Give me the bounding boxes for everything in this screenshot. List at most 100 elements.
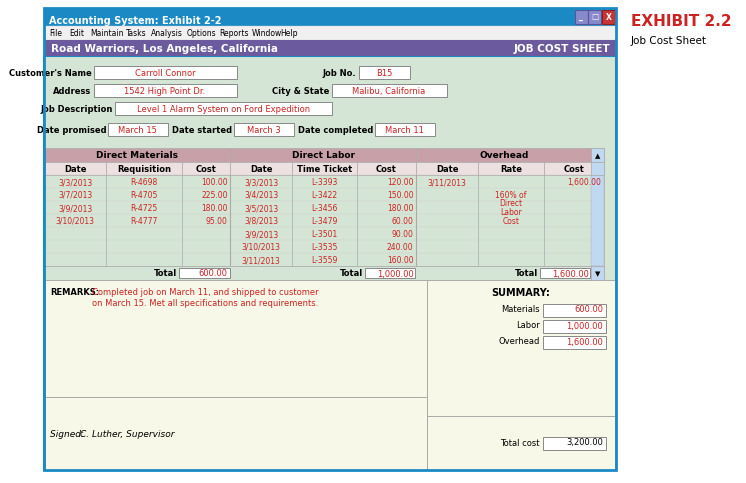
Text: Overhead: Overhead [479,152,528,160]
Text: 100.00: 100.00 [201,178,228,187]
Text: March 11: March 11 [385,126,424,135]
Bar [43,8,616,26]
Text: 60.00: 60.00 [392,217,413,226]
Bar [360,66,410,79]
Text: Date promised: Date promised [37,126,106,135]
Text: L-3501: L-3501 [311,230,337,239]
Text: 1,000.00: 1,000.00 [377,270,413,279]
Bar [43,8,616,470]
Text: 3/11/2013: 3/11/2013 [427,178,467,187]
Bar [43,56,616,470]
Text: March 15: March 15 [118,126,157,135]
Text: Date: Date [64,165,87,174]
Text: EXHIBIT 2.2: EXHIBIT 2.2 [631,14,732,29]
Text: Cost: Cost [195,165,216,174]
Text: Overhead: Overhead [498,338,539,346]
Text: L-3559: L-3559 [311,256,337,265]
Text: Maintain: Maintain [90,29,124,39]
Bar [416,148,604,162]
Text: R-4777: R-4777 [131,217,157,226]
Text: Total cost: Total cost [501,439,539,448]
Text: 3/10/2013: 3/10/2013 [242,243,280,252]
Bar [45,280,427,397]
Text: Job Cost Sheet: Job Cost Sheet [631,36,706,46]
Text: Customer's Name: Customer's Name [9,69,92,78]
Text: Total: Total [515,270,538,279]
Bar [45,175,604,266]
Text: 180.00: 180.00 [387,204,413,213]
Text: R-4698: R-4698 [131,178,157,187]
Text: ▼: ▼ [595,271,601,277]
Text: Level 1 Alarm System on Ford Expedition: Level 1 Alarm System on Ford Expedition [137,105,310,114]
Bar [592,266,604,280]
Bar [545,162,604,175]
Bar [116,102,332,115]
Bar [427,280,615,416]
Text: Signed:: Signed: [50,430,87,439]
Text: Labor: Labor [501,208,522,217]
Text: Job Description: Job Description [40,105,113,114]
Text: _: _ [579,13,583,22]
Bar [543,320,606,333]
Text: L-3456: L-3456 [311,204,337,213]
Bar [179,268,230,278]
Text: 3,200.00: 3,200.00 [566,439,604,448]
Text: Direct Labor: Direct Labor [292,152,355,160]
Bar [375,123,435,136]
Text: Cost: Cost [564,165,585,174]
Text: 600.00: 600.00 [198,270,228,279]
Bar [539,268,590,278]
Text: Date: Date [250,165,272,174]
Text: Address: Address [53,87,92,96]
Bar [45,148,231,162]
Text: Help: Help [280,29,298,39]
Text: Analysis: Analysis [151,29,183,39]
Text: 3/4/2013: 3/4/2013 [244,191,278,200]
Text: Total: Total [339,270,363,279]
Bar [357,162,416,175]
Bar [416,162,478,175]
Text: JOB COST SHEET: JOB COST SHEET [514,44,610,54]
Text: REMARKS:: REMARKS: [50,288,99,297]
Text: Total: Total [154,270,177,279]
Text: Road Warriors, Los Angeles, California: Road Warriors, Los Angeles, California [51,44,278,54]
Text: 240.00: 240.00 [387,243,413,252]
Text: 3/7/2013: 3/7/2013 [58,191,93,200]
Text: Reports: Reports [219,29,248,39]
Text: 3/3/2013: 3/3/2013 [244,178,278,187]
Text: Time Ticket: Time Ticket [297,165,352,174]
Bar [543,304,606,317]
Text: 3/9/2013: 3/9/2013 [244,230,278,239]
Text: 160.00: 160.00 [387,256,413,265]
Text: ▲: ▲ [595,153,601,159]
Text: File: File [49,29,62,39]
Text: Job No.: Job No. [323,69,357,78]
Text: 180.00: 180.00 [201,204,228,213]
Text: Window: Window [251,29,282,39]
Text: L-3479: L-3479 [311,217,337,226]
Text: L-3535: L-3535 [311,243,337,252]
Text: 3/10/2013: 3/10/2013 [56,217,95,226]
Bar [292,162,357,175]
Text: 160% of: 160% of [495,191,527,200]
Bar [108,123,168,136]
Text: Completed job on March 11, and shipped to customer: Completed job on March 11, and shipped t… [93,288,319,297]
Text: Cost: Cost [376,165,397,174]
Text: Direct: Direct [500,199,523,209]
Text: 90.00: 90.00 [392,230,413,239]
Bar [592,162,604,175]
Text: Options: Options [187,29,216,39]
Text: X: X [606,13,612,22]
Text: Direct Materials: Direct Materials [96,152,178,160]
Bar [592,148,604,162]
Text: Date started: Date started [172,126,232,135]
Text: SUMMARY:: SUMMARY: [492,288,551,298]
Text: 1542 High Point Dr.: 1542 High Point Dr. [125,87,206,96]
Text: □: □ [592,13,598,22]
Text: R-4725: R-4725 [131,204,157,213]
Text: 1,600.00: 1,600.00 [551,270,589,279]
Bar [543,336,606,349]
Text: 3/3/2013: 3/3/2013 [58,178,93,187]
Text: Carroll Connor: Carroll Connor [135,69,195,78]
Text: 1,600.00: 1,600.00 [566,338,604,346]
